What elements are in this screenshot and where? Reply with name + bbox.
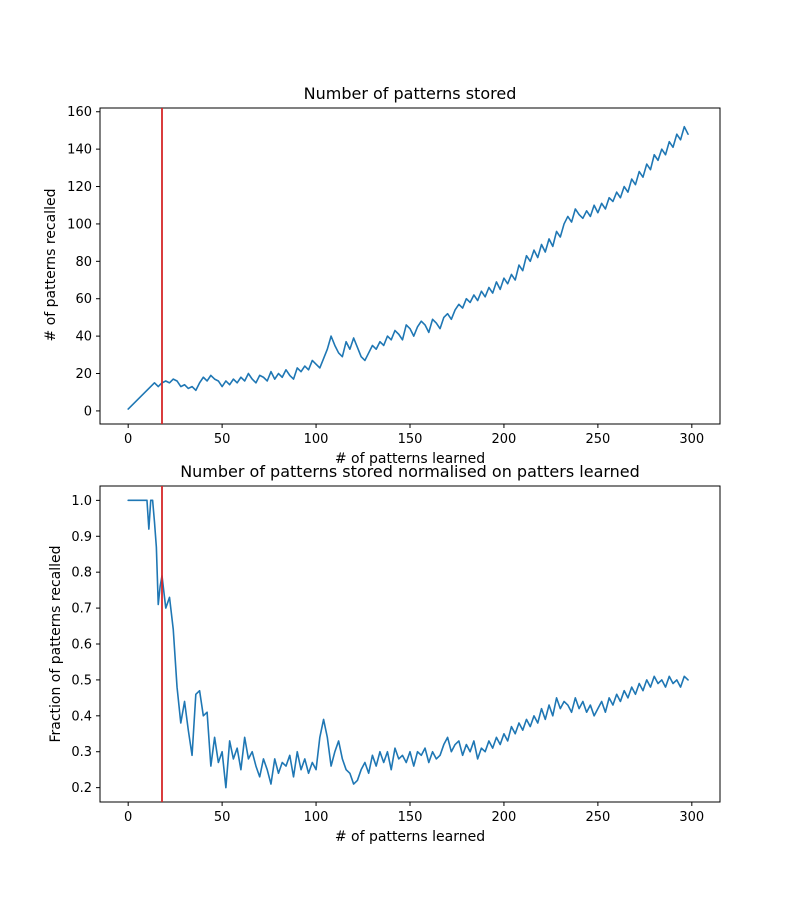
series-line (127, 125, 689, 410)
x-tick-label: 150 (398, 810, 423, 825)
x-tick-label: 150 (398, 432, 423, 447)
x-tick-label: 250 (585, 810, 610, 825)
y-tick-label: 60 (75, 292, 92, 307)
y-tick-label: 0.6 (71, 638, 92, 653)
y-tick-label: 80 (75, 255, 92, 270)
x-tick-label: 100 (304, 432, 329, 447)
y-tick-label: 140 (67, 143, 92, 158)
y-tick-label: 0.3 (71, 745, 92, 760)
x-axis-label: # of patterns learned (335, 829, 485, 845)
chart-title: Number of patterns stored (304, 84, 517, 103)
y-tick-label: 160 (67, 105, 92, 120)
series-line (127, 499, 689, 789)
y-tick-label: 0.8 (71, 566, 92, 581)
y-tick-label: 120 (67, 180, 92, 195)
plot-frame (99, 107, 721, 425)
y-tick-label: 0.9 (71, 530, 92, 545)
y-tick-label: 0 (84, 404, 92, 419)
y-tick-label: 20 (75, 367, 92, 382)
y-tick-label: 0.5 (71, 673, 92, 688)
y-axis-label: Fraction of patterns recalled (48, 545, 64, 742)
x-tick-label: 200 (492, 432, 517, 447)
chart-patterns-stored: Number of patterns stored # of patterns … (43, 84, 721, 467)
x-tick-label: 300 (679, 810, 704, 825)
x-tick-label: 50 (214, 810, 231, 825)
y-tick-label: 1.0 (71, 494, 92, 509)
x-tick-label: 100 (304, 810, 329, 825)
y-tick-label: 100 (67, 217, 92, 232)
x-tick-label: 0 (124, 432, 132, 447)
y-axis-label: # of patterns recalled (43, 189, 59, 342)
y-tick-label: 0.7 (71, 602, 92, 617)
chart-patterns-normalised: Number of patterns stored normalised on … (48, 462, 721, 845)
x-axis-label: # of patterns learned (335, 451, 485, 467)
chart-title: Number of patterns stored normalised on … (180, 462, 640, 481)
y-tick-label: 0.2 (71, 781, 92, 796)
x-tick-label: 200 (492, 810, 517, 825)
x-tick-label: 50 (214, 432, 231, 447)
y-tick-label: 0.4 (71, 709, 92, 724)
x-tick-label: 250 (585, 432, 610, 447)
x-tick-label: 0 (124, 810, 132, 825)
x-tick-label: 300 (679, 432, 704, 447)
y-tick-label: 40 (75, 330, 92, 345)
